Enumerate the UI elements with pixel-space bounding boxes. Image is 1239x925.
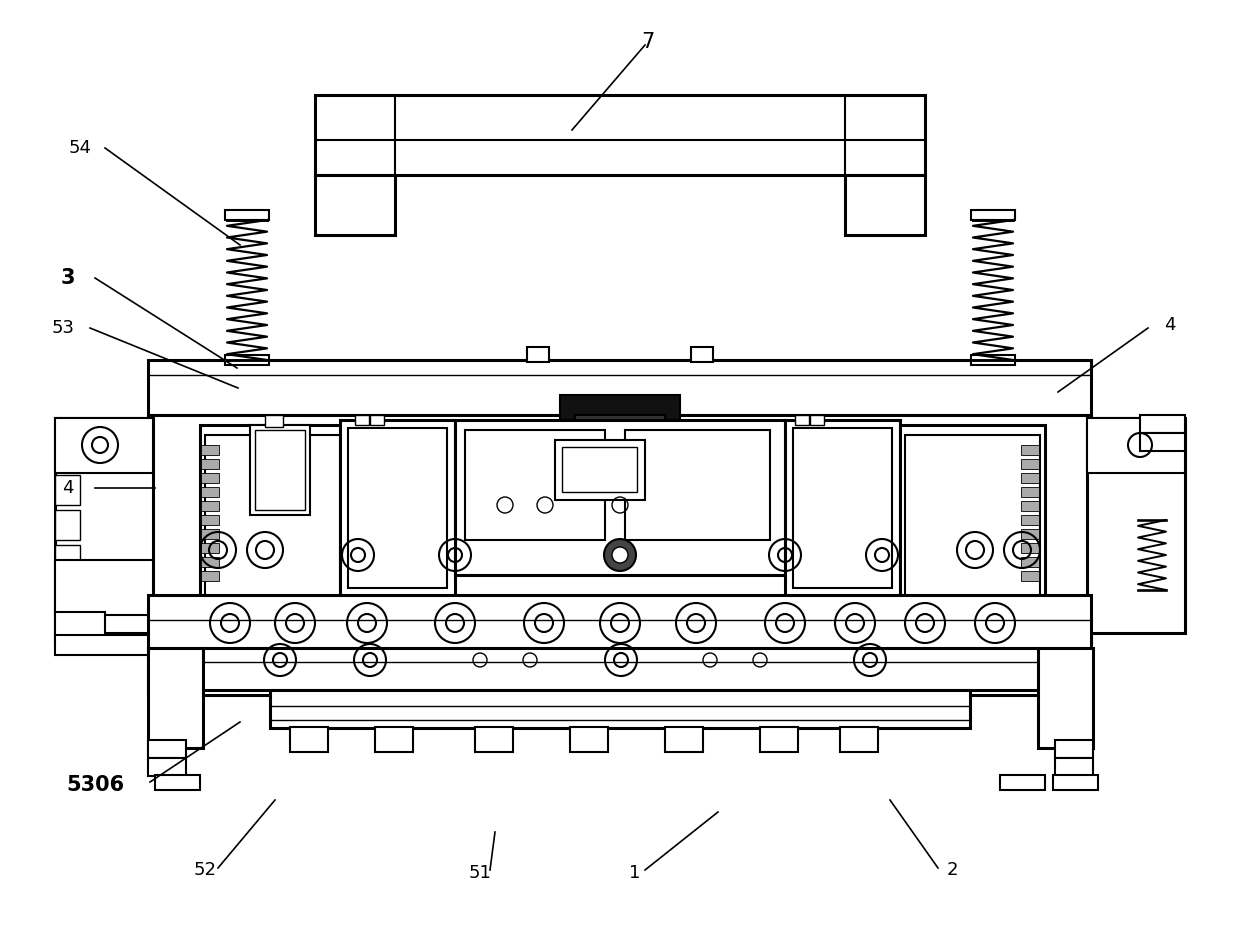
Bar <box>1140 415 1184 433</box>
Bar <box>465 430 605 540</box>
Bar <box>370 415 384 425</box>
Bar <box>55 418 152 473</box>
Bar <box>1021 501 1040 511</box>
Text: 2: 2 <box>947 861 958 879</box>
Bar <box>793 428 892 588</box>
Bar <box>475 727 513 752</box>
Bar <box>1021 445 1040 455</box>
Bar <box>840 727 878 752</box>
Bar <box>1140 433 1184 451</box>
Bar <box>199 425 344 610</box>
Bar <box>356 415 369 425</box>
Bar <box>348 428 447 588</box>
Bar <box>575 415 665 433</box>
Bar <box>760 727 798 752</box>
Bar <box>665 727 703 752</box>
Bar <box>55 635 152 655</box>
Text: 4: 4 <box>1165 316 1176 334</box>
Bar <box>147 740 186 758</box>
Bar <box>147 360 1092 415</box>
Bar <box>570 727 608 752</box>
Bar <box>563 447 637 492</box>
Bar <box>1087 418 1184 473</box>
Bar <box>1021 515 1040 525</box>
Bar <box>201 459 219 469</box>
Bar <box>201 501 219 511</box>
Bar <box>55 612 105 642</box>
Text: 52: 52 <box>193 861 217 879</box>
Bar <box>1021 529 1040 539</box>
Bar <box>1054 740 1093 758</box>
Text: 4: 4 <box>62 479 74 497</box>
Bar <box>147 415 1092 695</box>
Bar <box>971 210 1015 220</box>
Bar <box>1087 418 1184 633</box>
Bar <box>1021 571 1040 581</box>
Bar <box>255 430 305 510</box>
Bar <box>201 529 219 539</box>
Bar <box>1021 459 1040 469</box>
Bar <box>250 425 310 515</box>
Bar <box>560 395 680 420</box>
Bar <box>55 418 152 633</box>
Text: 51: 51 <box>468 864 492 882</box>
Bar <box>204 435 339 600</box>
Bar <box>265 415 282 427</box>
Bar <box>199 648 1040 690</box>
Text: 1: 1 <box>629 864 641 882</box>
Bar <box>55 475 81 505</box>
Bar <box>1021 473 1040 483</box>
Bar <box>375 727 413 752</box>
Bar <box>1053 775 1098 790</box>
Bar <box>201 557 219 567</box>
Bar <box>55 560 152 615</box>
Bar <box>786 420 900 600</box>
Text: 5306: 5306 <box>66 775 124 795</box>
Bar <box>1038 648 1093 748</box>
Bar <box>55 510 81 540</box>
Bar <box>201 543 219 553</box>
Circle shape <box>612 547 628 563</box>
Bar <box>455 420 786 575</box>
Bar <box>201 571 219 581</box>
Bar <box>810 415 824 425</box>
Bar <box>201 473 219 483</box>
Bar <box>225 355 269 365</box>
Bar <box>55 545 81 575</box>
Bar <box>795 415 809 425</box>
Bar <box>290 727 328 752</box>
Bar <box>201 487 219 497</box>
Bar <box>147 648 203 748</box>
Bar <box>904 435 1040 600</box>
Bar <box>971 355 1015 365</box>
Bar <box>691 347 712 362</box>
Text: 53: 53 <box>52 319 74 337</box>
Bar <box>155 775 199 790</box>
Bar <box>1021 557 1040 567</box>
Bar <box>1000 775 1044 790</box>
Bar <box>1054 758 1093 776</box>
Bar <box>315 95 926 175</box>
Bar <box>270 690 970 728</box>
Text: 7: 7 <box>642 32 654 52</box>
Text: 54: 54 <box>68 139 92 157</box>
Bar <box>201 445 219 455</box>
Bar <box>555 440 646 500</box>
Bar <box>527 347 549 362</box>
Bar <box>147 595 1092 650</box>
Circle shape <box>603 539 636 571</box>
Bar <box>225 210 269 220</box>
Bar <box>201 515 219 525</box>
Bar <box>845 175 926 235</box>
Bar <box>1021 543 1040 553</box>
Bar <box>1021 487 1040 497</box>
Bar <box>900 425 1044 610</box>
Bar <box>147 758 186 776</box>
Bar <box>339 420 455 600</box>
Bar <box>315 175 395 235</box>
Text: 3: 3 <box>61 268 76 288</box>
Bar <box>624 430 769 540</box>
